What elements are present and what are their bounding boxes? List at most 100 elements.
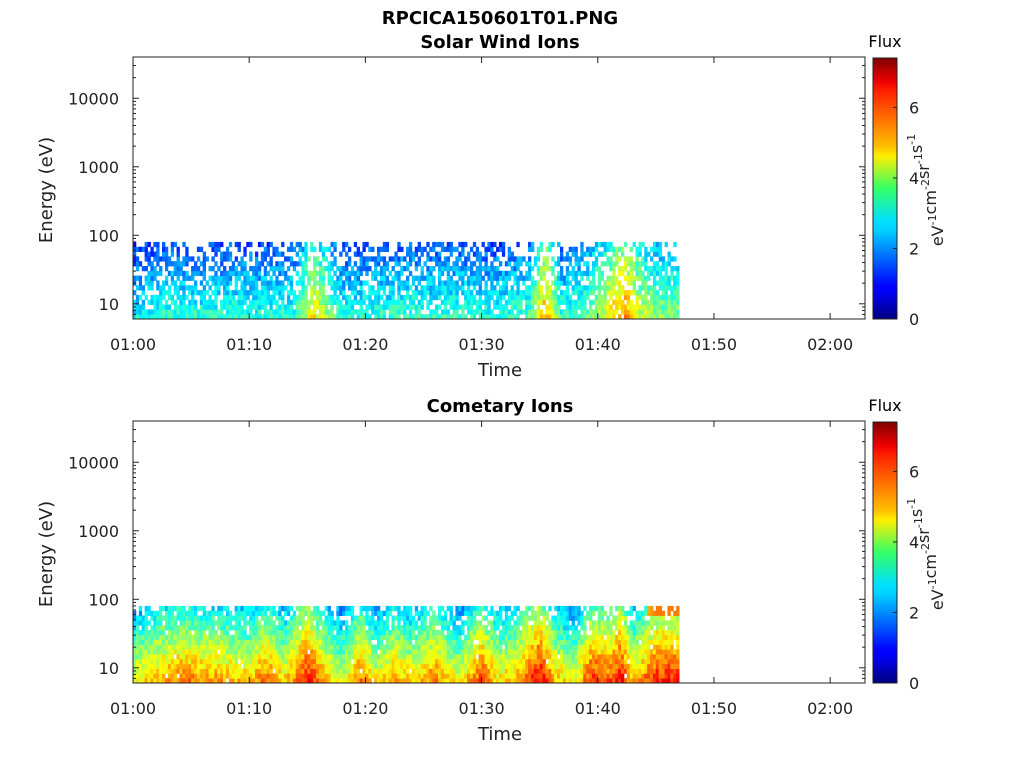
- spectrogram-cell: [173, 266, 177, 272]
- spectrogram-cell: [522, 668, 526, 674]
- spectrogram-cell: [307, 615, 311, 621]
- spectrogram-cell: [472, 294, 477, 301]
- spectrogram-cell: [560, 663, 564, 669]
- spectrogram-cell: [490, 261, 494, 267]
- spectrogram-cell: [623, 654, 628, 660]
- spectrogram-cell: [318, 634, 323, 641]
- spectrogram-cell: [214, 246, 218, 252]
- spectrogram-cell: [519, 654, 523, 660]
- spectrogram-cell: [516, 620, 520, 626]
- spectrogram-cell: [461, 241, 465, 248]
- spectrogram-cell: [664, 678, 668, 684]
- spectrogram-cell: [423, 294, 427, 301]
- spectrogram-cell: [513, 625, 517, 631]
- spectrogram-cell: [618, 644, 622, 650]
- spectrogram-cell: [618, 673, 622, 679]
- spectrogram-cell: [490, 630, 494, 636]
- spectrogram-cell: [202, 285, 207, 291]
- spectrogram-cell: [188, 290, 192, 296]
- spectrogram-cell: [339, 630, 343, 636]
- spectrogram-cell: [490, 644, 494, 650]
- spectrogram-cell: [467, 625, 471, 631]
- spectrogram-cell: [493, 668, 497, 674]
- spectrogram-cell: [597, 605, 602, 612]
- spectrogram-cell: [446, 658, 451, 665]
- spectrogram-cell: [629, 654, 634, 660]
- spectrogram-cell: [356, 266, 360, 272]
- spectrogram-cell: [493, 615, 497, 621]
- spectrogram-cell: [626, 673, 631, 679]
- spectrogram-cell: [231, 649, 236, 655]
- spectrogram-cell: [286, 668, 291, 674]
- spectrogram-cell: [313, 615, 317, 621]
- spectrogram-cell: [304, 299, 308, 305]
- spectrogram-cell: [272, 246, 276, 252]
- spectrogram-cell: [638, 610, 642, 616]
- spectrogram-cell: [586, 290, 590, 296]
- spectrogram-cell: [513, 605, 517, 612]
- spectrogram-cell: [164, 275, 169, 281]
- spectrogram-cell: [597, 630, 602, 636]
- spectrogram-cell: [345, 634, 349, 641]
- spectrogram-cell: [469, 678, 474, 684]
- spectrogram-cell: [347, 649, 352, 655]
- spectrogram-cell: [162, 668, 166, 674]
- spectrogram-cell: [435, 615, 439, 621]
- spectrogram-cell: [278, 261, 282, 267]
- spectrogram-cell: [353, 678, 358, 684]
- spectrogram-cell: [597, 654, 602, 660]
- spectrogram-cell: [347, 256, 352, 262]
- spectrogram-cell: [522, 615, 526, 621]
- spectrogram-cell: [260, 630, 265, 636]
- spectrogram-cell: [199, 309, 204, 315]
- spectrogram-cell: [249, 625, 253, 631]
- spectrogram-cell: [225, 290, 230, 296]
- spectrogram-cell: [188, 610, 192, 616]
- spectrogram-cell: [144, 625, 148, 631]
- spectrogram-cell: [246, 605, 250, 612]
- spectrogram-cell: [658, 663, 663, 669]
- spectrogram-cell: [490, 668, 494, 674]
- spectrogram-cell: [310, 644, 314, 650]
- spectrogram-cell: [321, 304, 326, 310]
- spectrogram-cell: [330, 309, 334, 315]
- spectrogram-cell: [182, 256, 186, 262]
- spectrogram-cell: [435, 658, 439, 665]
- spectrogram-cell: [461, 275, 465, 281]
- spectrogram-cell: [188, 605, 192, 612]
- spectrogram-cell: [469, 605, 474, 612]
- spectrogram-cell: [484, 280, 488, 286]
- spectrogram-cell: [464, 280, 468, 286]
- spectrogram-cell: [586, 294, 590, 301]
- spectrogram-cell: [469, 668, 474, 674]
- spectrogram-cell: [382, 668, 387, 674]
- spectrogram-cell: [594, 678, 599, 684]
- spectrogram-cell: [594, 639, 599, 645]
- spectrogram-cell: [347, 314, 352, 320]
- spectrogram-cell: [664, 261, 668, 267]
- spectrogram-cell: [391, 634, 395, 641]
- spectrogram-cell: [658, 299, 663, 305]
- spectrogram-cell: [504, 261, 509, 267]
- spectrogram-cell: [397, 654, 401, 660]
- spectrogram-cell: [156, 299, 160, 305]
- spectrogram-cell: [272, 654, 276, 660]
- spectrogram-cell: [478, 634, 482, 641]
- spectrogram-cell: [144, 615, 148, 621]
- spectrogram-cell: [228, 678, 233, 684]
- spectrogram-cell: [411, 654, 416, 660]
- spectrogram-cell: [179, 649, 183, 655]
- spectrogram-cell: [330, 266, 334, 272]
- spectrogram-cell: [548, 639, 552, 645]
- spectrogram-cell: [191, 663, 195, 669]
- spectrogram-cell: [432, 280, 436, 286]
- spectrogram-cell: [194, 261, 198, 267]
- spectrogram-cell: [173, 261, 177, 267]
- spectrogram-cell: [234, 644, 238, 650]
- spectrogram-cell: [234, 290, 238, 296]
- spectrogram-cell: [589, 304, 593, 310]
- spectrogram-cell: [252, 304, 256, 310]
- spectrogram-cell: [191, 299, 195, 305]
- spectrogram-cell: [292, 668, 297, 674]
- spectrogram-cell: [638, 663, 642, 669]
